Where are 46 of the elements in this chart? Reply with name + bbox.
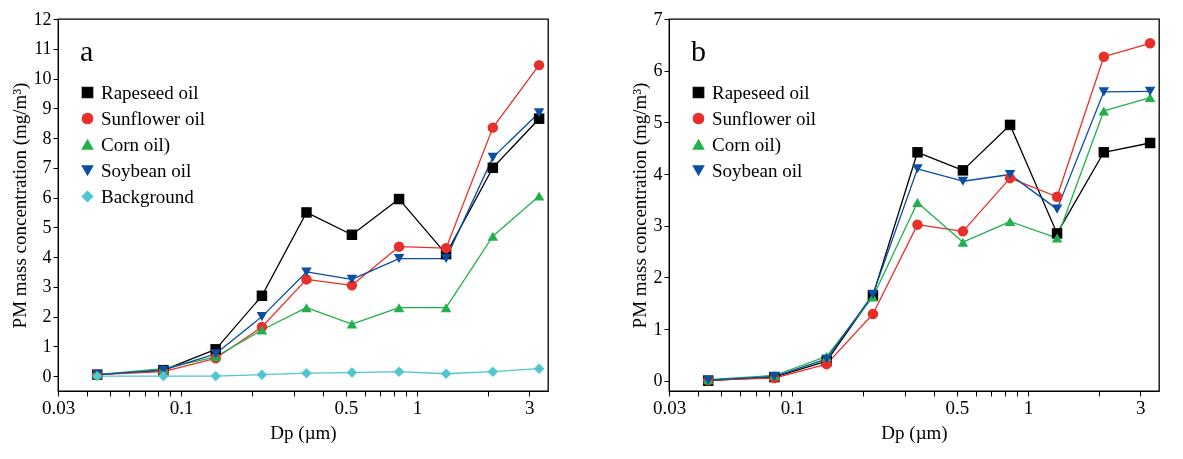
y-tick-label: 2	[653, 266, 663, 287]
y-tick-label: 6	[653, 60, 663, 81]
y-tick-label: 3	[653, 215, 663, 236]
x-tick-label: 0.03	[652, 396, 687, 418]
legend-label: Sunflower oil	[101, 107, 205, 129]
y-tick-label: 6	[42, 187, 52, 208]
y-tick-label: 1	[653, 318, 663, 339]
y-axis-title: PM mass concentration (mg/m³)	[8, 82, 31, 329]
y-tick-label: 5	[653, 111, 663, 132]
x-tick-label: 1	[412, 396, 423, 418]
x-tick-label: 3	[1136, 396, 1146, 418]
legend-label: Rapeseed oil	[712, 81, 810, 103]
x-tick-label: 3	[525, 396, 535, 418]
x-tick-label: 0.03	[41, 396, 76, 418]
y-tick-label: 7	[653, 8, 663, 29]
y-tick-label: 4	[653, 163, 663, 184]
y-axis-title: PM mass concentration (mg/m³)	[628, 82, 651, 329]
y-tick-label: 0	[653, 370, 663, 391]
y-tick-label: 7	[42, 157, 52, 178]
x-axis-title: Dp (µm)	[270, 421, 337, 444]
x-tick-label: 0.5	[945, 396, 970, 418]
legend-label: Soybean oil	[712, 159, 803, 181]
x-tick-label: 1	[1023, 396, 1034, 418]
legend-label: Soybean oil	[101, 159, 192, 181]
y-tick-label: 1	[42, 335, 52, 356]
y-tick-label: 10	[33, 68, 52, 89]
y-tick-label: 2	[42, 306, 52, 327]
y-tick-label: 5	[42, 216, 52, 237]
y-tick-label: 9	[42, 97, 52, 118]
x-tick-label: 0.1	[169, 396, 194, 418]
x-tick-label: 0.5	[334, 396, 359, 418]
legend-label: Corn oil)	[101, 133, 171, 156]
annotation: b	[691, 34, 706, 67]
y-tick-label: 3	[42, 276, 52, 297]
y-tick-label: 11	[34, 38, 52, 59]
y-tick-label: 4	[42, 246, 52, 267]
y-tick-label: 8	[42, 127, 52, 148]
annotation: a	[80, 34, 94, 67]
y-tick-label: 0	[42, 365, 52, 386]
x-axis-title: Dp (µm)	[881, 421, 948, 444]
legend-label: Corn oil)	[712, 133, 782, 156]
legend-label: Rapeseed oil	[101, 81, 199, 103]
legend-label: Sunflower oil	[712, 107, 816, 129]
x-tick-label: 0.1	[780, 396, 805, 418]
y-tick-label: 12	[33, 8, 52, 29]
legend-label: Background	[101, 185, 195, 207]
